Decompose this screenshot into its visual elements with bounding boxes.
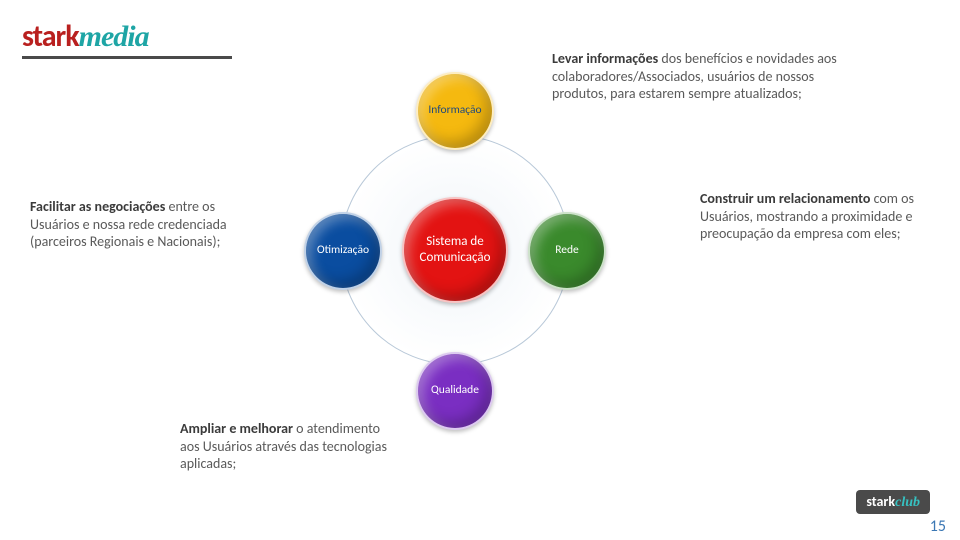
node-center: Sistema de Comunicação: [402, 197, 508, 303]
page-number: 15: [930, 517, 946, 536]
node-informacao: Informação: [416, 72, 494, 150]
node-rede: Rede: [528, 212, 606, 290]
node-center-label: Sistema de Comunicação: [404, 234, 506, 265]
text-qualidade: Ampliar e melhorar o atendimento aos Usu…: [180, 420, 390, 473]
logo-underline: [22, 56, 232, 59]
logo-part1: stark: [22, 18, 79, 55]
text-otimizacao: Facilitar as negociações entre os Usuári…: [30, 198, 260, 251]
node-qualidade: Qualidade: [416, 352, 494, 430]
logo-part2: media: [79, 20, 149, 53]
footer-logo: starkclub: [856, 490, 930, 514]
text-rede: Construir um relacionamento com os Usuár…: [700, 190, 930, 243]
node-otimizacao: Otimização: [304, 212, 382, 290]
brand-logo: starkmedia: [22, 18, 149, 55]
text-informacao: Levar informações dos benefícios e novid…: [552, 50, 872, 103]
